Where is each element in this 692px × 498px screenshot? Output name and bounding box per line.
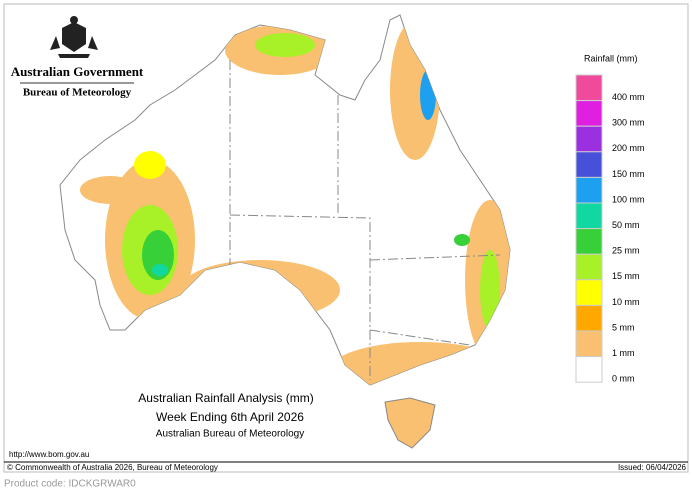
legend-label: 25 mm — [612, 246, 640, 256]
legend-label: 15 mm — [612, 271, 640, 281]
footer-url: http://www.bom.gov.au — [9, 450, 89, 459]
legend-swatch — [575, 74, 603, 102]
legend-label: 5 mm — [612, 322, 635, 332]
footer-copyright: © Commonwealth of Australia 2026, Bureau… — [7, 463, 218, 472]
legend-swatch — [575, 304, 603, 332]
legend-swatch — [575, 125, 603, 153]
frame — [3, 3, 689, 473]
rain-area — [454, 234, 470, 246]
legend-label: 300 mm — [612, 118, 645, 128]
legend-label: 200 mm — [612, 143, 645, 153]
legend-swatch — [575, 356, 603, 383]
legend-swatch — [575, 176, 603, 204]
rain-area — [255, 33, 315, 57]
state-borders — [229, 60, 501, 380]
caption-line: Australian Bureau of Meteorology — [156, 429, 304, 440]
header-title: Australian Government — [11, 64, 144, 79]
legend-label: 400 mm — [612, 92, 645, 102]
legend-label: 10 mm — [612, 297, 640, 307]
crest-star — [70, 16, 78, 24]
legend-label: 0 mm — [612, 374, 635, 384]
legend: 400 mm 300 mm 200 mm 150 mm 100 mm 50 mm 25 mm… — [575, 74, 645, 384]
legend-swatch — [575, 100, 603, 127]
rain-area — [80, 176, 140, 204]
legend-label: 50 mm — [612, 220, 640, 230]
crest-supporters — [50, 36, 98, 58]
legend-swatch — [575, 279, 603, 306]
header-subtitle: Bureau of Meteorology — [23, 87, 132, 99]
state-border — [229, 214, 371, 380]
rain-area — [152, 264, 168, 276]
crest — [50, 16, 98, 58]
footer-issued: Issued: 06/04/2026 — [618, 463, 687, 472]
rain-area — [134, 151, 166, 179]
state-border — [369, 254, 501, 261]
crest-shield — [62, 22, 86, 52]
rain-area — [480, 250, 500, 330]
legend-swatch — [575, 202, 603, 230]
legend-swatch — [575, 228, 603, 255]
tasmania — [384, 397, 436, 449]
caption-line: Week Ending 6th April 2026 — [156, 410, 304, 424]
caption-line: Australian Rainfall Analysis (mm) — [138, 391, 313, 405]
legend-swatch — [575, 253, 603, 281]
state-border — [369, 329, 471, 346]
legend-label: 150 mm — [612, 169, 645, 179]
legend-label: 1 mm — [612, 348, 635, 358]
legend-swatch — [575, 330, 603, 358]
legend-title: Rainfall (mm) — [584, 53, 638, 63]
legend-swatch — [575, 151, 603, 178]
product-code: Product code: IDCKGRWAR0 — [4, 479, 136, 490]
legend-label: 100 mm — [612, 194, 645, 204]
